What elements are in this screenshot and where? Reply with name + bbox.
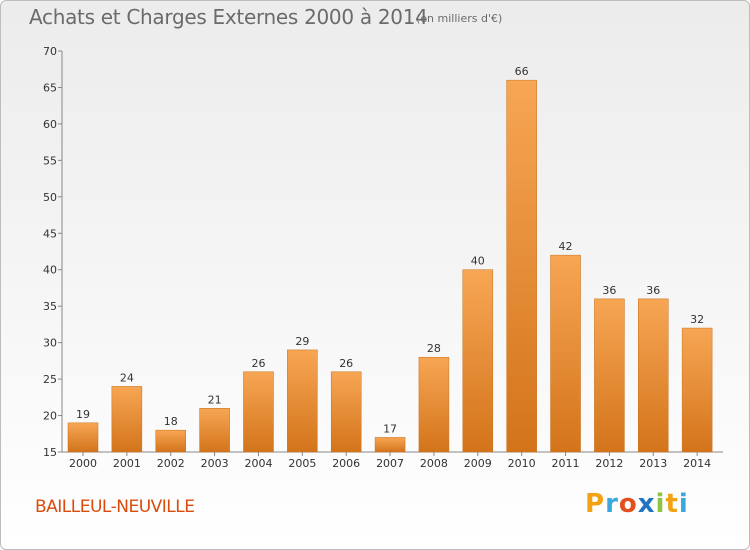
- bar: [199, 408, 230, 453]
- bar: [374, 437, 406, 453]
- y-tick-label: 15: [43, 446, 57, 459]
- commune-name: BAILLEUL-NEUVILLE: [35, 497, 195, 517]
- y-tick-label: 65: [43, 81, 57, 94]
- proxiti-logo: Proxiti: [585, 489, 689, 519]
- y-tick-label: 50: [43, 191, 57, 204]
- data-label: 29: [295, 335, 309, 348]
- data-labels: 19 24 18 21 26 29 26 17 28 40 66 42 36 36 32: [76, 65, 704, 435]
- data-label: 40: [471, 255, 485, 268]
- y-tick-label: 40: [43, 264, 57, 277]
- x-tick-label: 2010: [508, 457, 536, 470]
- x-tick-label: 2003: [201, 457, 229, 470]
- bar: [243, 371, 274, 453]
- x-tick-label: 2007: [376, 457, 404, 470]
- bar: [550, 254, 581, 453]
- bar: [287, 349, 318, 453]
- bar: [155, 429, 186, 453]
- y-tick-label: 70: [43, 45, 57, 58]
- y-tick-label: 35: [43, 300, 57, 313]
- bar: [111, 386, 143, 453]
- data-label: 32: [690, 313, 704, 326]
- y-tick-label: 60: [43, 118, 57, 131]
- axes: 15 20 25 30 35 40 45 50 55 60 65 70 2000 2001 2002 2003…: [43, 45, 723, 470]
- x-tick-label: 2005: [288, 457, 316, 470]
- data-label: 26: [251, 357, 265, 370]
- bar: [462, 269, 494, 453]
- x-tick-label: 2006: [332, 457, 360, 470]
- bar: [638, 298, 669, 453]
- x-tick-label: 2008: [420, 457, 448, 470]
- y-tick-label: 45: [43, 227, 57, 240]
- x-tick-label: 2013: [639, 457, 667, 470]
- y-tick-label: 20: [43, 410, 57, 423]
- bars: [67, 79, 713, 453]
- data-label: 36: [646, 284, 660, 297]
- data-label: 26: [339, 357, 353, 370]
- x-tick-label: 2000: [69, 457, 97, 470]
- bar: [418, 356, 450, 453]
- data-label: 24: [120, 371, 134, 384]
- data-label: 18: [164, 415, 178, 428]
- x-tick-label: 2004: [244, 457, 272, 470]
- y-tick-label: 30: [43, 337, 57, 350]
- bar: [681, 327, 713, 453]
- x-tick-label: 2002: [157, 457, 185, 470]
- bar: [506, 79, 537, 453]
- chart-title: Achats et Charges Externes 2000 à 2014: [29, 5, 428, 29]
- data-label: 36: [602, 284, 616, 297]
- x-tick-label: 2009: [464, 457, 492, 470]
- bar: [330, 371, 362, 453]
- unit-note: (en milliers d'€): [416, 12, 503, 25]
- data-label: 21: [208, 393, 222, 406]
- data-label: 66: [515, 65, 529, 78]
- data-label: 28: [427, 342, 441, 355]
- x-tick-label: 2012: [595, 457, 623, 470]
- data-label: 42: [559, 240, 573, 253]
- x-tick-label: 2011: [552, 457, 580, 470]
- bar: [67, 422, 99, 453]
- y-tick-label: 25: [43, 373, 57, 386]
- data-label: 19: [76, 408, 90, 421]
- x-tick-label: 2014: [683, 457, 711, 470]
- bar: [594, 298, 625, 453]
- data-label: 17: [383, 422, 397, 435]
- x-tick-label: 2001: [113, 457, 141, 470]
- y-tick-label: 55: [43, 154, 57, 167]
